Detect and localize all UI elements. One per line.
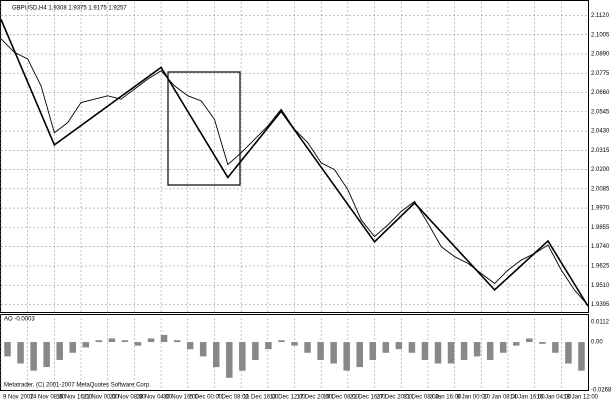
ao-bar — [173, 340, 181, 343]
rectangle-object — [167, 71, 241, 186]
x-tick-label: 5 Dec 00:00 — [190, 395, 223, 401]
ao-bar — [526, 338, 533, 343]
ao-bar — [134, 342, 142, 346]
footer: Metatrader, (C) 2001-2007 MetaQuotes Sof… — [4, 383, 151, 389]
ao-bar — [382, 342, 390, 353]
y-tick-label: 2.0660 — [591, 90, 610, 96]
y-tick-label: 0.00 — [591, 340, 603, 346]
ao-bar — [565, 342, 572, 364]
ao-bar — [460, 342, 468, 360]
ao-bar — [30, 342, 37, 371]
y-tick-label: 2.0890 — [591, 52, 610, 58]
ao-bar — [212, 342, 220, 368]
ao-bar — [108, 338, 116, 343]
y-tick-label: 2.0430 — [591, 129, 610, 135]
y-tick-label: 2.0200 — [591, 167, 610, 173]
chart-title: GBPUSD,H4 1.9308 1.9375 1.9175 1.9257 — [12, 6, 127, 12]
ao-bar — [82, 342, 90, 348]
ao-bar — [56, 342, 63, 360]
ao-bar — [147, 338, 155, 343]
ao-bar — [578, 342, 585, 371]
x-tick-label: 3 Jan 16:00 — [430, 395, 462, 401]
y-tick-label: 1.9855 — [591, 225, 610, 231]
y-tick-label: 1.9740 — [591, 244, 610, 250]
y-tick-label: 2.1120 — [591, 13, 610, 19]
y-tick-label: 1.9625 — [591, 263, 610, 269]
price-panel — [0, 0, 589, 313]
x-tick-label: 14 Nov 08:00 — [30, 395, 66, 401]
y-tick-label: 2.1005 — [591, 32, 610, 38]
y-tick-label: 1.9510 — [591, 283, 610, 289]
ao-bar — [317, 342, 324, 360]
ao-bar — [552, 342, 559, 353]
ao-bar — [330, 342, 337, 364]
x-tick-label: 11 Dec 16:00 — [243, 395, 279, 401]
ao-bar — [539, 342, 546, 344]
x-tick-label: 21 Dec 16:00 — [350, 395, 386, 401]
ao-bar — [473, 342, 481, 357]
ao-bar — [512, 342, 520, 346]
ao-bar — [121, 340, 129, 343]
ao-bar — [278, 340, 285, 343]
ao-bar — [186, 342, 194, 350]
ao-bar — [369, 342, 377, 360]
ao-bar — [408, 342, 416, 353]
ao-bar — [199, 342, 207, 357]
y-tick-label: 2.0085 — [591, 186, 610, 192]
ao-bar — [69, 342, 77, 353]
x-tick-label: 19 Dec 08:00 — [323, 395, 359, 401]
y-tick-label: 2.0545 — [591, 109, 610, 115]
x-tick-label: 17 Dec 20:00 — [297, 395, 333, 401]
ao-bar — [43, 342, 50, 368]
x-tick-label: 9 Nov 2007 — [3, 395, 34, 401]
x-tick-label: 16 Nov 16:00 — [56, 395, 92, 401]
x-tick-label: 8 Jan 00:00 — [457, 395, 489, 401]
x-tick-label: 7 Dec 08:00 — [216, 395, 249, 401]
x-tick-label: 30 Nov 16:00 — [163, 395, 199, 401]
indicator-title: AO -0.0003 — [4, 317, 35, 323]
ao-bar — [356, 342, 363, 368]
x-tick-label: 27 Dec 20:00 — [377, 395, 413, 401]
x-tick-label: 18 Jan 12:00 — [563, 395, 598, 401]
x-tick-label: 10 Jan 08:00 — [483, 395, 518, 401]
ao-bar — [160, 334, 168, 343]
ao-bar — [252, 342, 259, 360]
ao-bar — [265, 342, 272, 350]
x-tick-label: 28 Nov 04:00 — [136, 395, 172, 401]
ao-bar — [486, 342, 494, 360]
y-tick-label: 2.0315 — [591, 148, 610, 154]
x-tick-label: 23 Nov 08:00 — [110, 395, 146, 401]
ao-bar — [239, 342, 246, 371]
ao-bar — [226, 342, 233, 378]
ao-bar — [291, 342, 298, 346]
y-tick-label: 1.9970 — [591, 206, 610, 212]
y-tick-label: -0.0268 — [591, 388, 612, 394]
ao-bar — [499, 342, 507, 353]
x-tick-label: 14 Jan 16:00 — [510, 395, 545, 401]
x-tick-label: 21 Nov 00:00 — [83, 395, 119, 401]
ao-bar — [17, 342, 24, 364]
ao-bar — [447, 342, 455, 364]
y-tick-label: 0.0112 — [591, 320, 610, 326]
ao-bar — [95, 340, 103, 343]
ao-bar — [304, 342, 311, 353]
y-tick-label: 2.0775 — [591, 71, 610, 77]
zigzag-line — [0, 18, 589, 307]
x-tick-label: 13 Dec 12:00 — [270, 395, 306, 401]
ao-bar — [434, 342, 442, 364]
ao-bar — [4, 342, 11, 357]
x-tick-label: 31 Dec 08:00 — [403, 395, 439, 401]
y-tick-label: 1.9395 — [591, 302, 610, 308]
ao-bar — [421, 342, 429, 360]
x-tick-label: 16 Jan 04:00 — [537, 395, 572, 401]
ao-bar — [395, 342, 403, 350]
ao-bar — [343, 342, 350, 371]
